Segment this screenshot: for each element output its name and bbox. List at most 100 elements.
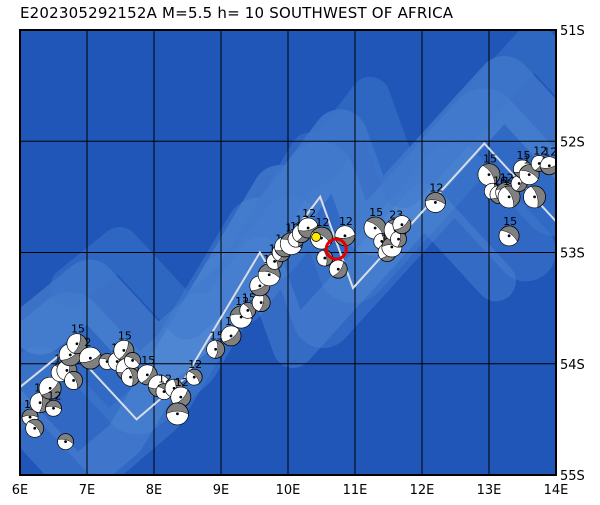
beachball-center-dot	[507, 234, 511, 238]
depth-label: 15	[141, 354, 155, 367]
depth-label: 15	[483, 153, 497, 166]
beachball-dilatation	[121, 367, 134, 387]
focal-mechanism[interactable]	[392, 215, 412, 235]
beachball-dilatation	[137, 364, 154, 384]
depth-label: 1	[54, 353, 61, 366]
focal-mechanism[interactable]: 15	[477, 153, 501, 187]
depth-label: 15	[517, 149, 531, 162]
focal-mechanism[interactable]: 12	[424, 181, 446, 213]
beachball-dilatation	[29, 392, 43, 413]
longitude-label: 9E	[213, 483, 230, 498]
beachball-center-dot	[343, 234, 347, 238]
beachball-center-dot	[48, 386, 52, 390]
longitude-label: 7E	[79, 483, 96, 498]
depth-label: 15	[503, 215, 517, 228]
beachball-center-dot	[380, 239, 384, 243]
latitude-labels: 51S 52S 53S 54S 55S	[560, 24, 585, 484]
beachball-dilatation	[329, 260, 344, 277]
epicenter-marker	[311, 232, 322, 242]
beachball-center-dot	[306, 226, 310, 230]
beachball-center-dot	[487, 173, 491, 177]
beachball-center-dot	[64, 440, 67, 444]
focal-mechanism[interactable]	[121, 367, 140, 387]
focal-mechanism[interactable]	[328, 259, 348, 279]
focal-mechanism[interactable]: 12	[45, 389, 62, 417]
depth-label: 12	[543, 146, 557, 159]
latitude-label: 53S	[560, 247, 585, 262]
depth-label: 12	[533, 145, 547, 158]
beachball-dilatation	[392, 215, 410, 231]
focal-mechanism[interactable]: 15	[66, 323, 88, 355]
beachball-center-dot	[400, 223, 404, 227]
depth-label: 2	[84, 336, 91, 349]
beachball-center-dot	[162, 390, 166, 393]
beachball-center-dot	[373, 226, 377, 230]
beachball-center-dot	[131, 359, 134, 362]
depth-label: 15	[71, 323, 85, 336]
beachball-dilatation	[239, 303, 253, 319]
beachball-center-dot	[145, 373, 149, 377]
focal-mechanism[interactable]: 15	[498, 215, 520, 247]
longitude-labels: 6E 7E 8E 9E 10E 11E 12E 13E 14E	[12, 483, 569, 498]
beachball-center-dot	[115, 360, 119, 363]
beachball-dilatation	[57, 438, 74, 450]
depth-label: 15	[118, 329, 132, 342]
focal-mechanism[interactable]	[57, 433, 74, 451]
longitude-label: 6E	[12, 483, 29, 498]
longitude-label: 8E	[146, 483, 163, 498]
beachball-dilatation	[206, 340, 219, 359]
focal-mechanism[interactable]	[25, 418, 45, 438]
depth-label: 12	[175, 376, 189, 389]
beachball-center-dot	[68, 353, 72, 357]
beachball-center-dot	[246, 308, 250, 312]
beachball-dilatation	[540, 156, 556, 169]
beachball-center-dot	[65, 369, 69, 372]
map-title: E202305292152A M=5.5 h= 10 SOUTHWEST OF …	[20, 4, 454, 22]
beachball-dilatation	[45, 405, 62, 417]
beachball-dilatation	[170, 386, 189, 405]
beachball-center-dot	[129, 375, 132, 379]
longitude-label: 14E	[544, 483, 569, 498]
beachball-dilatation	[334, 225, 356, 239]
focal-mechanism[interactable]: 12	[539, 146, 558, 176]
longitude-label: 10E	[276, 483, 301, 498]
beachball-center-dot	[122, 349, 126, 352]
beachball-center-dot	[75, 342, 79, 346]
beachball-center-dot	[258, 284, 262, 288]
focal-mechanism[interactable]	[523, 185, 546, 209]
focal-mechanism[interactable]: 12	[155, 373, 173, 400]
beachball-center-dot	[507, 195, 511, 199]
depth-label: 15	[369, 206, 383, 219]
depth-label: 12	[188, 358, 202, 371]
beachball-dilatation	[425, 199, 446, 213]
depth-label: 12	[500, 171, 514, 184]
focal-mechanism[interactable]	[64, 371, 83, 390]
beachball-center-dot	[179, 395, 183, 399]
beachball-center-dot	[397, 237, 400, 241]
beachball-dilatation	[297, 217, 319, 232]
focal-mechanism[interactable]: 12	[185, 358, 203, 386]
latitude-label: 54S	[560, 358, 585, 373]
focal-mechanism[interactable]	[166, 402, 189, 426]
plate-boundary-line	[20, 141, 556, 421]
focal-mechanism[interactable]	[124, 352, 141, 369]
latitude-label: 55S	[560, 469, 585, 484]
beachball-center-dot	[33, 426, 37, 430]
beachball-dilatation	[25, 421, 42, 438]
beachball-dilatation	[185, 370, 200, 386]
beachball-dilatation	[531, 155, 544, 171]
beachball-center-dot	[259, 301, 263, 304]
beachball-center-dot	[192, 375, 196, 379]
beachball-center-dot	[390, 245, 394, 249]
beachball-center-dot	[273, 260, 276, 263]
beachball-center-dot	[517, 182, 521, 185]
focal-mechanism[interactable]: 15	[206, 329, 226, 359]
bathymetry-band	[50, 30, 556, 340]
longitude-label: 12E	[410, 483, 435, 498]
beachball-dilatation	[498, 229, 518, 246]
latitude-label: 52S	[560, 135, 585, 150]
depth-label: 12	[48, 389, 62, 402]
depth-label: 12	[302, 207, 316, 220]
beachball-dilatation	[66, 333, 81, 354]
focal-mechanisms-layer: 1214121152151515121212151212151515171910…	[21, 145, 558, 451]
